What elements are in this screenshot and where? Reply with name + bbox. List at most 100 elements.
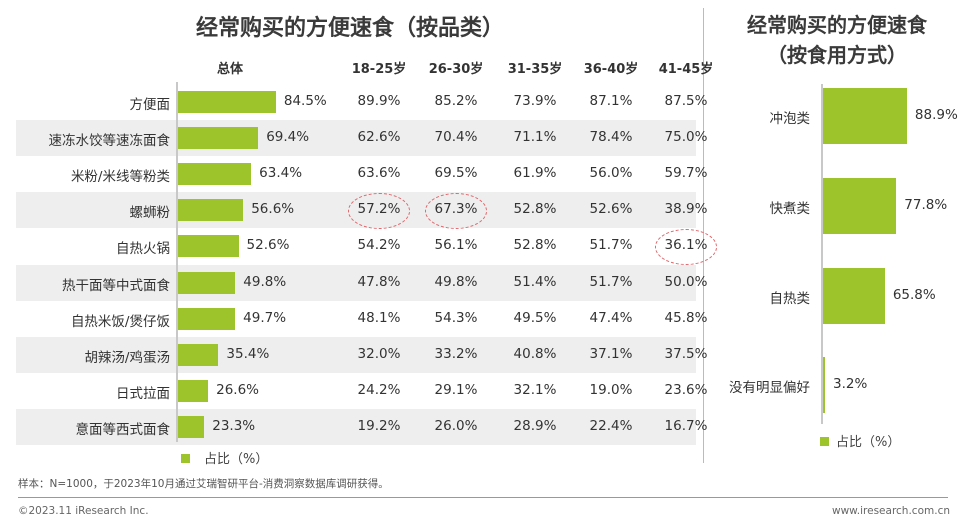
column-header: 41-45岁 [658, 62, 714, 77]
bar [177, 235, 239, 258]
table-cell: 78.4% [589, 129, 633, 146]
bar-value-label: 63.4% [259, 165, 303, 182]
bar-value-label: 3.2% [833, 376, 868, 392]
category-label: 日式拉面 [116, 385, 170, 402]
table-cell: 47.4% [589, 309, 633, 326]
table-cell: 87.1% [589, 93, 633, 109]
left-legend-label: 占比（%） [204, 452, 269, 467]
column-header: 18-25岁 [351, 62, 407, 77]
table-cell: 52.8% [513, 201, 557, 218]
table-cell: 54.3% [434, 309, 478, 326]
bar [177, 163, 252, 186]
left-legend-swatch [181, 454, 190, 463]
table-cell: 16.7% [664, 417, 708, 434]
bar-value-label: 84.5% [283, 93, 327, 109]
right-title-line1: 经常购买的方便速食 [747, 13, 927, 37]
bar-value-label: 52.6% [246, 237, 290, 254]
bar [177, 199, 244, 222]
column-header: 31-35岁 [507, 62, 563, 77]
bar [822, 357, 826, 413]
table-cell: 37.1% [589, 345, 633, 362]
column-header: 36-40岁 [583, 62, 639, 77]
table-cell: 61.9% [513, 165, 557, 182]
table-cell: 24.2% [357, 381, 401, 398]
table-cell: 54.2% [357, 237, 401, 254]
footnote: 样本：N=1000，于2023年10月通过艾瑞智研平台-消费洞察数据库调研获得。 [18, 478, 389, 490]
table-cell: 23.6% [664, 381, 708, 398]
bar [177, 127, 259, 150]
bar-value-label: 77.8% [904, 197, 948, 213]
copyright: ©2023.11 iResearch Inc. [18, 505, 149, 517]
right-y-axis [821, 84, 823, 424]
table-cell: 48.1% [357, 309, 401, 326]
row-stripe [16, 120, 696, 157]
table-cell: 19.0% [589, 381, 633, 398]
bar [177, 379, 209, 402]
right-title-line2: （按食用方式） [767, 43, 907, 67]
table-cell: 32.1% [513, 381, 557, 398]
bar [822, 178, 897, 234]
highlight-circle [425, 193, 487, 230]
bar-value-label: 23.3% [212, 417, 256, 434]
category-label: 意面等西式面食 [75, 421, 171, 438]
table-cell: 75.0% [664, 129, 708, 146]
table-cell: 89.9% [357, 93, 401, 109]
website: www.iresearch.com.cn [831, 505, 950, 517]
table-cell: 19.2% [357, 417, 401, 434]
table-cell: 56.1% [434, 237, 478, 254]
column-header: 26-30岁 [428, 62, 484, 77]
row-stripe [16, 408, 696, 445]
table-cell: 37.5% [664, 345, 708, 362]
column-header-overall: 总体 [216, 62, 243, 77]
bar-value-label: 56.6% [251, 201, 295, 218]
category-label: 冲泡类 [769, 111, 811, 127]
table-cell: 63.6% [357, 165, 401, 182]
row-stripe [16, 336, 696, 373]
table-cell: 40.8% [513, 345, 557, 362]
table-cell: 22.4% [589, 417, 633, 434]
table-cell: 52.8% [513, 237, 557, 254]
bar [177, 343, 219, 366]
table-cell: 52.6% [589, 201, 633, 218]
table-cell: 47.8% [357, 273, 401, 290]
category-label: 自热类 [769, 291, 811, 307]
category-label: 自热火锅 [116, 241, 170, 258]
table-cell: 45.8% [664, 309, 708, 326]
table-cell: 62.6% [357, 129, 401, 146]
bar-value-label: 49.7% [243, 309, 287, 326]
table-cell: 85.2% [434, 93, 478, 109]
table-cell: 49.5% [513, 309, 557, 326]
category-label: 自热米饭/煲仔饭 [70, 313, 170, 330]
table-cell: 69.5% [434, 165, 478, 182]
table-cell: 49.8% [434, 273, 478, 290]
category-label: 胡辣汤/鸡蛋汤 [84, 349, 170, 366]
table-cell: 29.1% [434, 381, 478, 398]
category-label: 没有明显偏好 [729, 380, 810, 396]
bar-value-label: 69.4% [266, 129, 310, 146]
table-cell: 32.0% [357, 345, 401, 362]
right-chart-title: 经常购买的方便速食 （按食用方式） [706, 10, 968, 70]
table-cell: 51.7% [589, 273, 633, 290]
highlight-circle [348, 193, 410, 230]
left-chart-title: 经常购买的方便速食（按品类） [195, 16, 504, 41]
bar-value-label: 35.4% [226, 345, 270, 362]
category-label: 快煮类 [769, 201, 811, 217]
table-cell: 56.0% [589, 165, 633, 182]
right-legend-swatch [820, 437, 829, 446]
table-cell: 26.0% [434, 417, 478, 434]
category-label: 方便面 [129, 97, 171, 113]
bar [822, 88, 907, 144]
category-label: 速冻水饺等速冻面食 [48, 133, 171, 150]
table-cell: 50.0% [664, 273, 708, 290]
bar-value-label: 65.8% [892, 287, 936, 303]
table-cell: 33.2% [434, 345, 478, 362]
bar [177, 271, 236, 294]
table-cell: 38.9% [664, 201, 708, 218]
left-y-axis [176, 82, 178, 442]
highlight-circle [655, 229, 717, 266]
category-label: 螺蛳粉 [129, 205, 171, 222]
table-cell: 59.7% [664, 165, 708, 182]
bar-value-label: 88.9% [914, 107, 958, 123]
category-label: 热干面等中式面食 [62, 277, 170, 294]
footer-rule [18, 497, 948, 498]
